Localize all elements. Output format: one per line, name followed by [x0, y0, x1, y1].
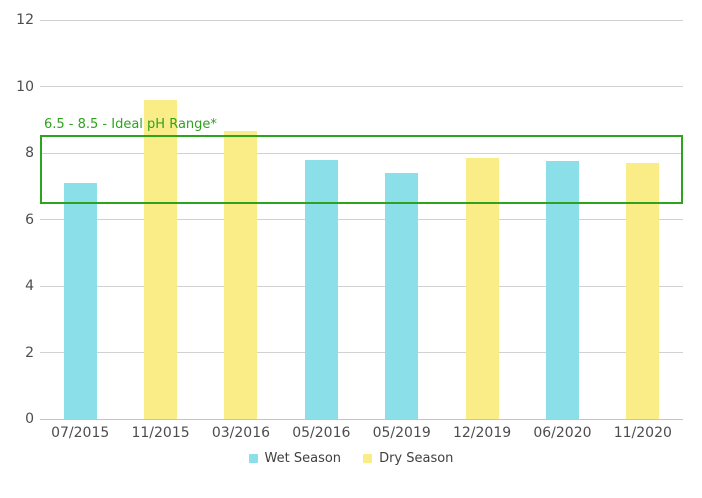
gridline-y-0	[40, 418, 683, 420]
gridline-y-8	[40, 152, 683, 154]
bar-11-2015-dry-season	[144, 99, 178, 419]
x-axis-tick-label: 11/2020	[613, 425, 672, 441]
bar-12-2019-dry-season	[465, 157, 499, 419]
y-axis-tick-label: 10	[16, 78, 34, 95]
chart-legend: Wet Season Dry Season	[0, 452, 702, 465]
legend-swatch-icon	[248, 454, 258, 463]
gridline-y-2	[40, 352, 683, 353]
gridline-y-12	[40, 19, 683, 21]
ideal-ph-range-box	[40, 135, 683, 204]
y-axis-tick-label: 4	[25, 278, 34, 294]
x-axis-tick-label: 05/2019	[372, 425, 431, 441]
y-axis-tick-label: 2	[25, 344, 34, 361]
gridline-y-10	[40, 86, 683, 87]
legend-label: Dry Season	[379, 451, 454, 466]
legend-swatch-icon	[363, 454, 373, 463]
bar-03-2016-dry-season	[224, 131, 258, 419]
bar-11-2020-dry-season	[626, 162, 660, 419]
x-axis-tick-label: 11/2015	[131, 425, 190, 441]
bar-07-2015-wet-season	[63, 182, 97, 419]
bar-05-2019-wet-season	[385, 172, 419, 419]
x-axis-tick-label: 05/2016	[292, 425, 351, 441]
y-axis-tick-label: 8	[25, 145, 34, 161]
y-axis-tick-label: 12	[16, 12, 34, 28]
legend-label: Wet Season	[264, 451, 342, 466]
y-axis-tick-label: 0	[25, 411, 34, 427]
gridline-y-4	[40, 285, 683, 287]
x-axis-tick-label: 07/2015	[51, 425, 110, 441]
legend-item-wet-season[interactable]: Wet Season	[248, 451, 342, 466]
legend-item-dry-season[interactable]: Dry Season	[363, 452, 453, 465]
gridline-y-6	[40, 219, 683, 220]
ideal-ph-range-label: 6.5 - 8.5 - Ideal pH Range*	[44, 117, 217, 133]
x-axis-tick-label: 12/2019	[452, 425, 512, 441]
x-axis-tick-label: 03/2016	[211, 425, 271, 441]
bar-06-2020-wet-season	[545, 161, 579, 419]
y-axis-tick-label: 6	[25, 211, 34, 228]
x-axis-tick-label: 06/2020	[533, 425, 592, 441]
